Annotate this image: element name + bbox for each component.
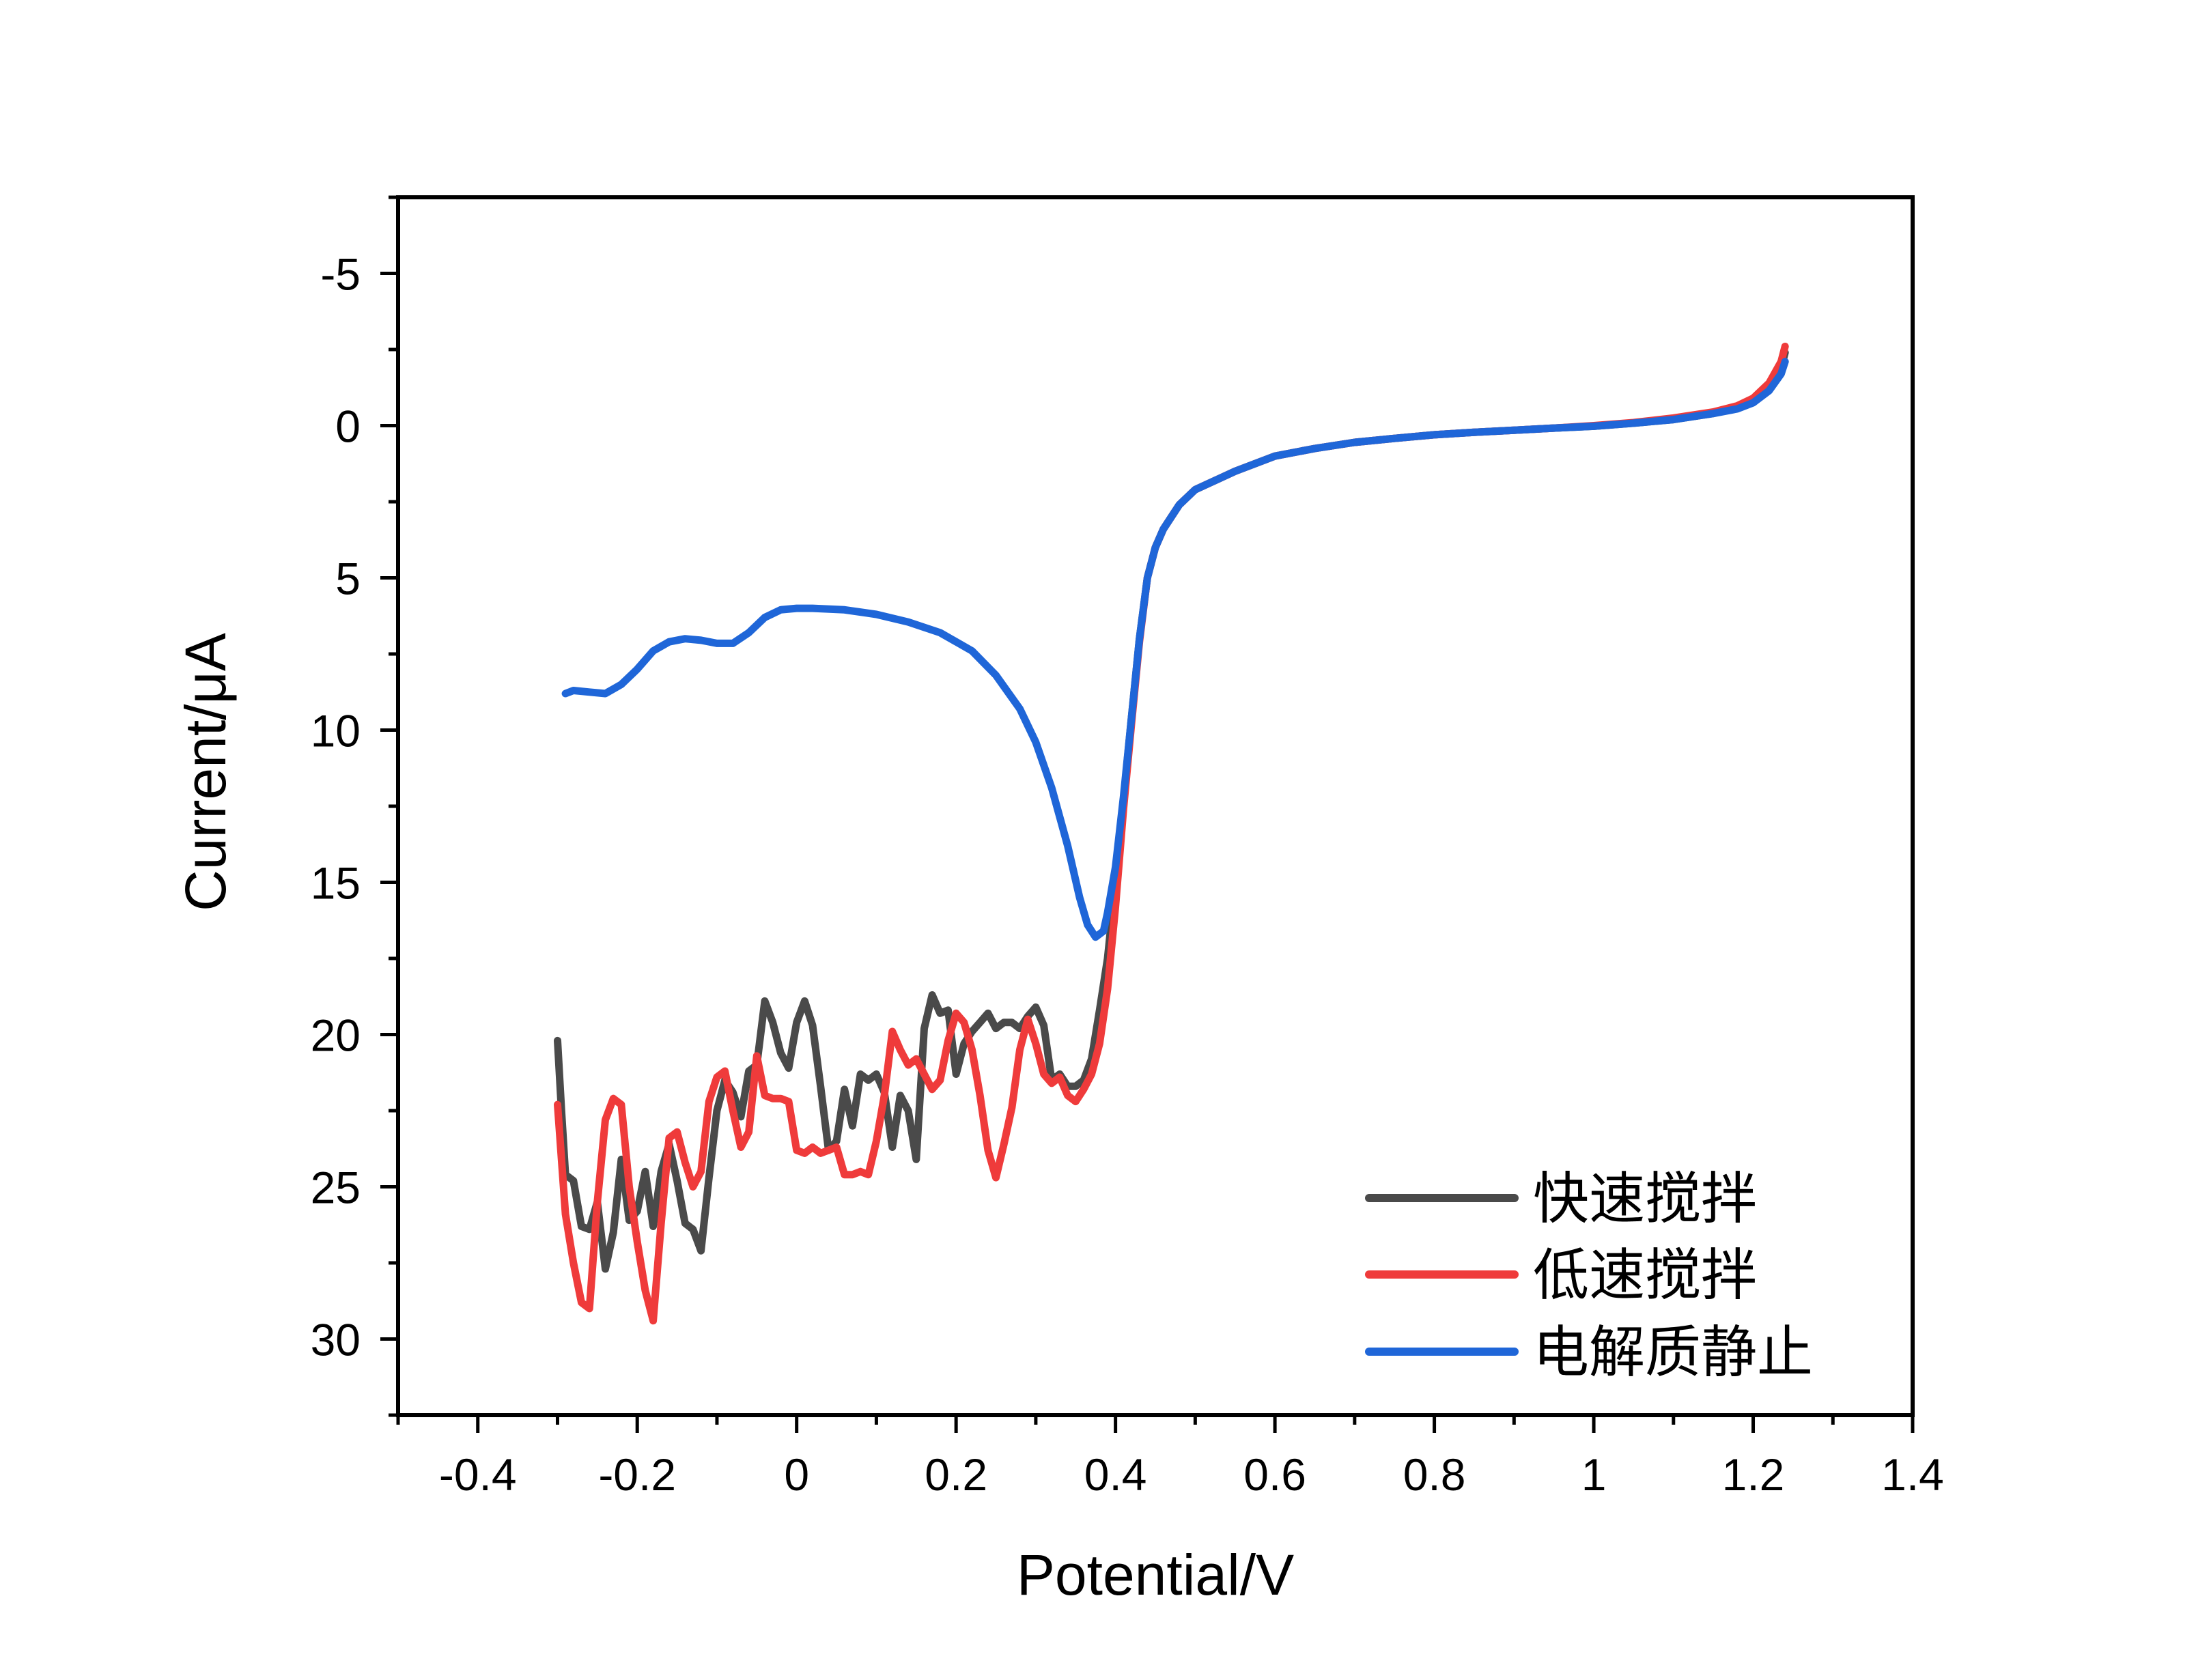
y-tick-label: 20 bbox=[311, 1010, 361, 1061]
x-axis: -0.4 -0.2 0 0.2 0.4 0.6 0.8 1 1.2 1.4 bbox=[396, 1415, 1944, 1500]
legend-label-2: 电解质静止 bbox=[1533, 1320, 1813, 1385]
legend-label-1: 低速搅拌 bbox=[1533, 1243, 1757, 1308]
y-tick-label: -5 bbox=[320, 249, 361, 300]
x-tick-label: 1 bbox=[1581, 1449, 1607, 1500]
y-tick-label: 15 bbox=[311, 858, 361, 909]
x-tick-label: -0.4 bbox=[439, 1449, 517, 1500]
series-line-2 bbox=[561, 358, 1789, 941]
y-tick-label: 5 bbox=[335, 554, 361, 604]
y-axis-title: Current/μA bbox=[173, 633, 238, 911]
y-tick-label: 25 bbox=[311, 1163, 361, 1213]
x-tick-label: 0.4 bbox=[1084, 1449, 1147, 1500]
series-layer bbox=[554, 343, 1789, 1325]
x-tick-label: 0.8 bbox=[1403, 1449, 1466, 1500]
x-tick-label: 1.2 bbox=[1722, 1449, 1785, 1500]
y-axis: -5 0 5 10 15 20 25 30 bbox=[311, 195, 398, 1417]
legend: 快速搅拌 低速搅拌 电解质静止 bbox=[1365, 1167, 1813, 1385]
y-tick-label: 0 bbox=[335, 401, 361, 452]
x-tick-label: 0.6 bbox=[1243, 1449, 1306, 1500]
y-tick-label: 30 bbox=[311, 1315, 361, 1365]
x-tick-label: 0.2 bbox=[925, 1449, 987, 1500]
legend-label-0: 快速搅拌 bbox=[1533, 1167, 1757, 1231]
x-axis-title: Potential/V bbox=[1017, 1543, 1294, 1607]
x-tick-label: -0.2 bbox=[598, 1449, 676, 1500]
x-tick-label: 0 bbox=[784, 1449, 809, 1500]
x-tick-label: 1.4 bbox=[1881, 1449, 1944, 1500]
y-tick-label: 10 bbox=[311, 706, 361, 756]
